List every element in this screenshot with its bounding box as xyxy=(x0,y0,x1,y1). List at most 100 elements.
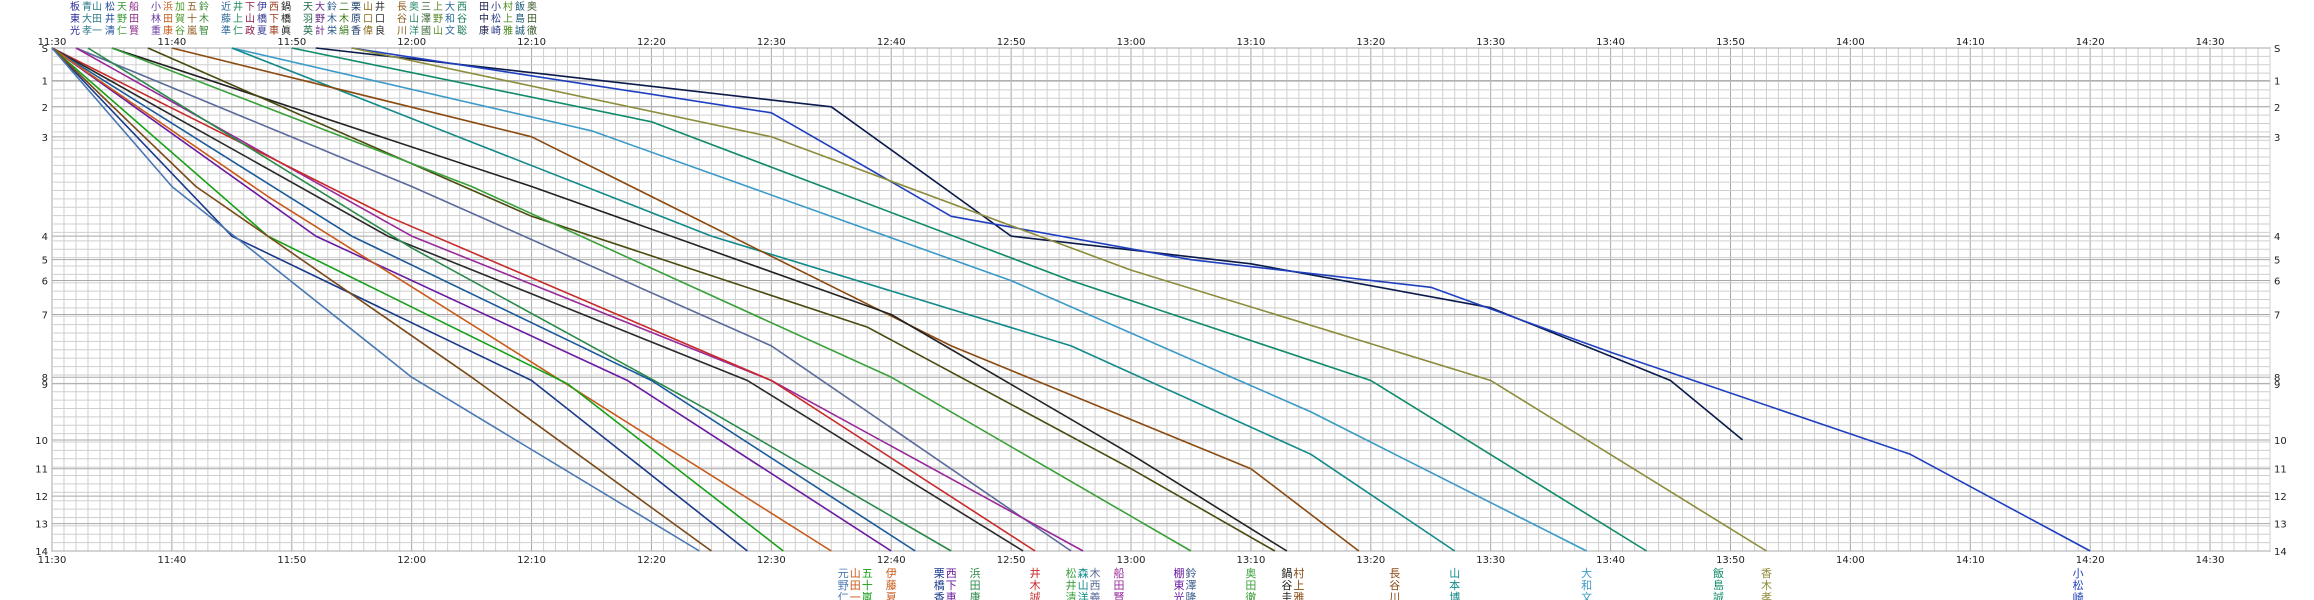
top-name-label: 村 xyxy=(503,0,513,13)
top-name-label: 谷 xyxy=(397,13,407,25)
x-tick-label-bottom: 13:10 xyxy=(1237,555,1266,566)
top-name-label: 野 xyxy=(315,13,325,25)
y-tick-label-right: 4 xyxy=(2274,232,2280,243)
top-name-label: 板 xyxy=(70,0,80,13)
bottom-name-label: 浜 xyxy=(970,567,981,580)
x-tick-label-top: 13:10 xyxy=(1237,37,1266,48)
x-tick-label-bottom: 11:50 xyxy=(277,555,306,566)
y-tick-label-left: 12 xyxy=(35,492,48,503)
bottom-name-label: 仁 xyxy=(838,591,849,600)
x-tick-label-top: 12:50 xyxy=(997,37,1026,48)
bottom-name-label: 野 xyxy=(838,579,849,592)
bottom-name-label: 小 xyxy=(2073,567,2084,580)
series-line-18 xyxy=(51,47,832,552)
x-tick-label-top: 13:40 xyxy=(1596,37,1625,48)
bottom-name-label: 元 xyxy=(838,567,849,580)
series-line-1 xyxy=(315,47,1744,441)
top-name-label: 伊 xyxy=(257,1,267,13)
top-name-label: 賀 xyxy=(175,13,185,25)
x-tick-label-top: 13:50 xyxy=(1716,37,1745,48)
x-tick-label-bottom: 12:10 xyxy=(517,555,546,566)
y-tick-label-right: S xyxy=(2274,44,2280,55)
top-name-label: 清 xyxy=(105,24,115,37)
y-tick-label-right: 1 xyxy=(2274,77,2280,88)
x-tick-label-top: 14:20 xyxy=(2076,37,2105,48)
top-name-label: 誠 xyxy=(515,24,525,37)
x-tick-labels: 11:30 11:30 11:40 11:40 11:50 11:50 12:00 12:00… xyxy=(38,37,2225,566)
top-name-label: 澤 xyxy=(421,13,431,25)
top-name-label: 鍋 xyxy=(281,0,291,13)
top-name-label: 飯 xyxy=(515,0,525,13)
series-line-20 xyxy=(51,47,748,552)
bottom-name-label: 山 xyxy=(850,567,861,580)
bottom-name-label: 和 xyxy=(1581,579,1592,592)
top-name-label: 東 xyxy=(70,12,80,25)
y-tick-label-left: 14 xyxy=(35,547,48,558)
bottom-name-label: 木 xyxy=(1090,567,1101,580)
x-tick-label-bottom: 14:10 xyxy=(1956,555,1985,566)
y-tick-label-left: 9 xyxy=(42,380,48,391)
bottom-name-label: 川 xyxy=(1389,591,1400,600)
bottom-name-label: 康 xyxy=(970,590,981,600)
top-name-label: 山 xyxy=(409,13,419,25)
top-name-label: 計 xyxy=(315,24,325,37)
top-name-labels: 板東光青山大田孝一松井清天野仁船田賢小林重浜田康加賀谷五十嵐鈴木智近藤準井上仁下… xyxy=(70,0,537,37)
top-name-label: 夏 xyxy=(257,25,267,37)
x-tick-label-bottom: 14:30 xyxy=(2196,555,2225,566)
top-name-label: 木 xyxy=(327,13,337,25)
bottom-name-label: 孝 xyxy=(1761,591,1772,600)
y-tick-label-left: 5 xyxy=(42,256,48,267)
bottom-name-label: 上 xyxy=(1293,579,1304,592)
y-tick-label-right: 13 xyxy=(2274,520,2287,531)
y-tick-label-right: 11 xyxy=(2274,465,2287,476)
top-name-label: 山 xyxy=(433,25,443,37)
top-name-label: 井 xyxy=(233,0,243,13)
top-name-label: 二 xyxy=(339,2,349,13)
bottom-name-label: 木 xyxy=(1030,579,1041,592)
top-name-label: 田 xyxy=(527,14,537,25)
bottom-name-label: 奥 xyxy=(1245,566,1256,580)
top-name-label: 十 xyxy=(187,12,197,25)
top-name-label: 上 xyxy=(233,13,243,25)
bottom-name-label: 鍋 xyxy=(1281,566,1292,580)
x-tick-label-top: 13:30 xyxy=(1476,37,1505,48)
top-name-label: 鈴 xyxy=(327,0,337,13)
top-name-label: 奥 xyxy=(527,0,537,13)
bottom-name-label: 棚 xyxy=(1173,566,1184,580)
top-name-label: 重 xyxy=(151,24,161,37)
x-tick-label-top: 11:30 xyxy=(38,37,67,48)
bottom-name-label: 松 xyxy=(1066,566,1077,580)
series-line-12 xyxy=(75,47,1084,552)
x-tick-label-bottom: 13:50 xyxy=(1716,555,1745,566)
top-name-label: 仁 xyxy=(233,25,243,37)
top-name-label: 三 xyxy=(421,2,431,13)
top-name-label: 田 xyxy=(163,14,173,25)
x-tick-label-bottom: 12:50 xyxy=(997,555,1026,566)
top-name-label: 和 xyxy=(445,13,455,25)
top-name-label: 栄 xyxy=(327,25,337,37)
top-name-label: 加 xyxy=(175,1,185,13)
top-name-label: 鈴 xyxy=(199,0,209,13)
top-name-label: 五 xyxy=(187,2,197,13)
top-name-label: 洋 xyxy=(409,24,419,37)
top-name-label: 島 xyxy=(515,12,525,25)
top-name-label: 浜 xyxy=(163,1,173,13)
top-name-label: 西 xyxy=(269,2,279,13)
bottom-name-label: 隆 xyxy=(1185,590,1196,600)
bottom-name-labels: 元野仁山田一五十嵐伊藤夏栗橋香西下車浜田康井木誠松井清森山洋木西義船田賢棚東光鈴… xyxy=(838,566,2084,600)
top-name-label: 政 xyxy=(245,24,255,37)
series-line-22 xyxy=(51,47,700,552)
bottom-name-label: 文 xyxy=(1581,590,1592,600)
top-name-label: 大田 xyxy=(82,12,102,25)
y-tick-label-left: S xyxy=(42,44,48,55)
bottom-name-label: 田 xyxy=(1114,579,1125,592)
top-name-label: 西 xyxy=(457,2,467,13)
y-tick-label-left: 3 xyxy=(42,133,48,144)
top-name-label: 下 xyxy=(269,14,279,25)
top-name-label: 原 xyxy=(351,13,361,25)
top-name-label: 眞 xyxy=(281,24,291,37)
y-tick-label-right: 3 xyxy=(2274,133,2280,144)
top-name-label: 良 xyxy=(375,24,385,37)
top-name-label: 野 xyxy=(433,13,443,25)
